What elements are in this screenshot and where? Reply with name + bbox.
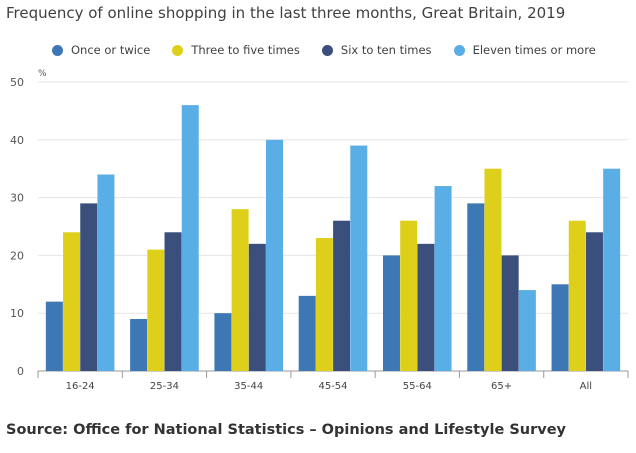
bar-once-or-twice (382, 255, 400, 371)
legend-item: Once or twice (52, 43, 150, 57)
bar-three-to-five-times (63, 232, 81, 371)
bar-three-to-five-times (315, 238, 333, 371)
x-tick-label: 55-64 (403, 381, 432, 392)
bar-six-to-ten-times (248, 243, 266, 371)
bar-eleven-times-or-more (97, 174, 115, 371)
chart-legend: Once or twice Three to five times Six to t… (52, 43, 618, 57)
y-tick-label: 10 (10, 307, 24, 320)
bar-three-to-five-times (231, 209, 249, 371)
bar-three-to-five-times (484, 168, 502, 371)
bar-eleven-times-or-more (518, 290, 536, 371)
legend-item: Six to ten times (321, 43, 432, 57)
y-axis-label: % (38, 69, 47, 79)
bar-once-or-twice (214, 313, 232, 371)
bar-six-to-ten-times (333, 220, 351, 371)
chart-plot-area: 0 10 20 30 40 50% 16-24 25-34 35-44 45-54 55-64 65+… (10, 69, 629, 392)
x-tick-label: 65+ (491, 381, 512, 392)
bar-six-to-ten-times (585, 232, 603, 371)
x-tick-label: All (580, 381, 592, 392)
y-tick-label: 30 (10, 192, 24, 205)
bar-once-or-twice (45, 301, 63, 371)
y-tick-label: 40 (10, 134, 24, 147)
y-tick-label: 20 (10, 249, 24, 262)
bar-six-to-ten-times (501, 255, 519, 371)
bar-once-or-twice (551, 284, 569, 371)
bar-eleven-times-or-more (266, 139, 284, 371)
legend-swatch (321, 44, 333, 56)
bar-three-to-five-times (400, 220, 418, 371)
legend-item: Three to five times (172, 43, 300, 57)
legend-label: Six to ten times (340, 43, 432, 57)
legend-label: Three to five times (191, 43, 300, 57)
legend-label: Eleven times or more (472, 43, 596, 57)
bar-eleven-times-or-more (434, 186, 452, 371)
bar-eleven-times-or-more (350, 145, 368, 371)
bar-once-or-twice (467, 203, 485, 371)
bar-six-to-ten-times (80, 203, 98, 371)
legend-swatch (52, 44, 63, 56)
bar-eleven-times-or-more (603, 168, 621, 371)
x-tick-label: 16-24 (66, 381, 95, 392)
legend-swatch (172, 44, 184, 56)
bar-six-to-ten-times (417, 243, 435, 371)
source-note: Source: Office for National Statistics –… (6, 422, 567, 438)
legend-label: Once or twice (71, 43, 151, 57)
legend-item: Eleven times or more (453, 43, 596, 57)
bar-eleven-times-or-more (181, 105, 199, 372)
bar-once-or-twice (298, 295, 316, 371)
x-tick-label: 35-44 (234, 381, 263, 392)
bar-three-to-five-times (147, 249, 165, 371)
legend-swatch (453, 44, 465, 56)
chart-title: Frequency of online shopping in the last… (6, 4, 566, 22)
x-tick-label: 45-54 (318, 381, 347, 392)
x-tick-label: 25-34 (150, 381, 179, 392)
bar-once-or-twice (130, 318, 148, 371)
y-tick-label: 50 (10, 76, 24, 89)
y-tick-label: 0 (17, 365, 24, 378)
bar-three-to-five-times (568, 220, 586, 371)
bar-six-to-ten-times (164, 232, 182, 371)
